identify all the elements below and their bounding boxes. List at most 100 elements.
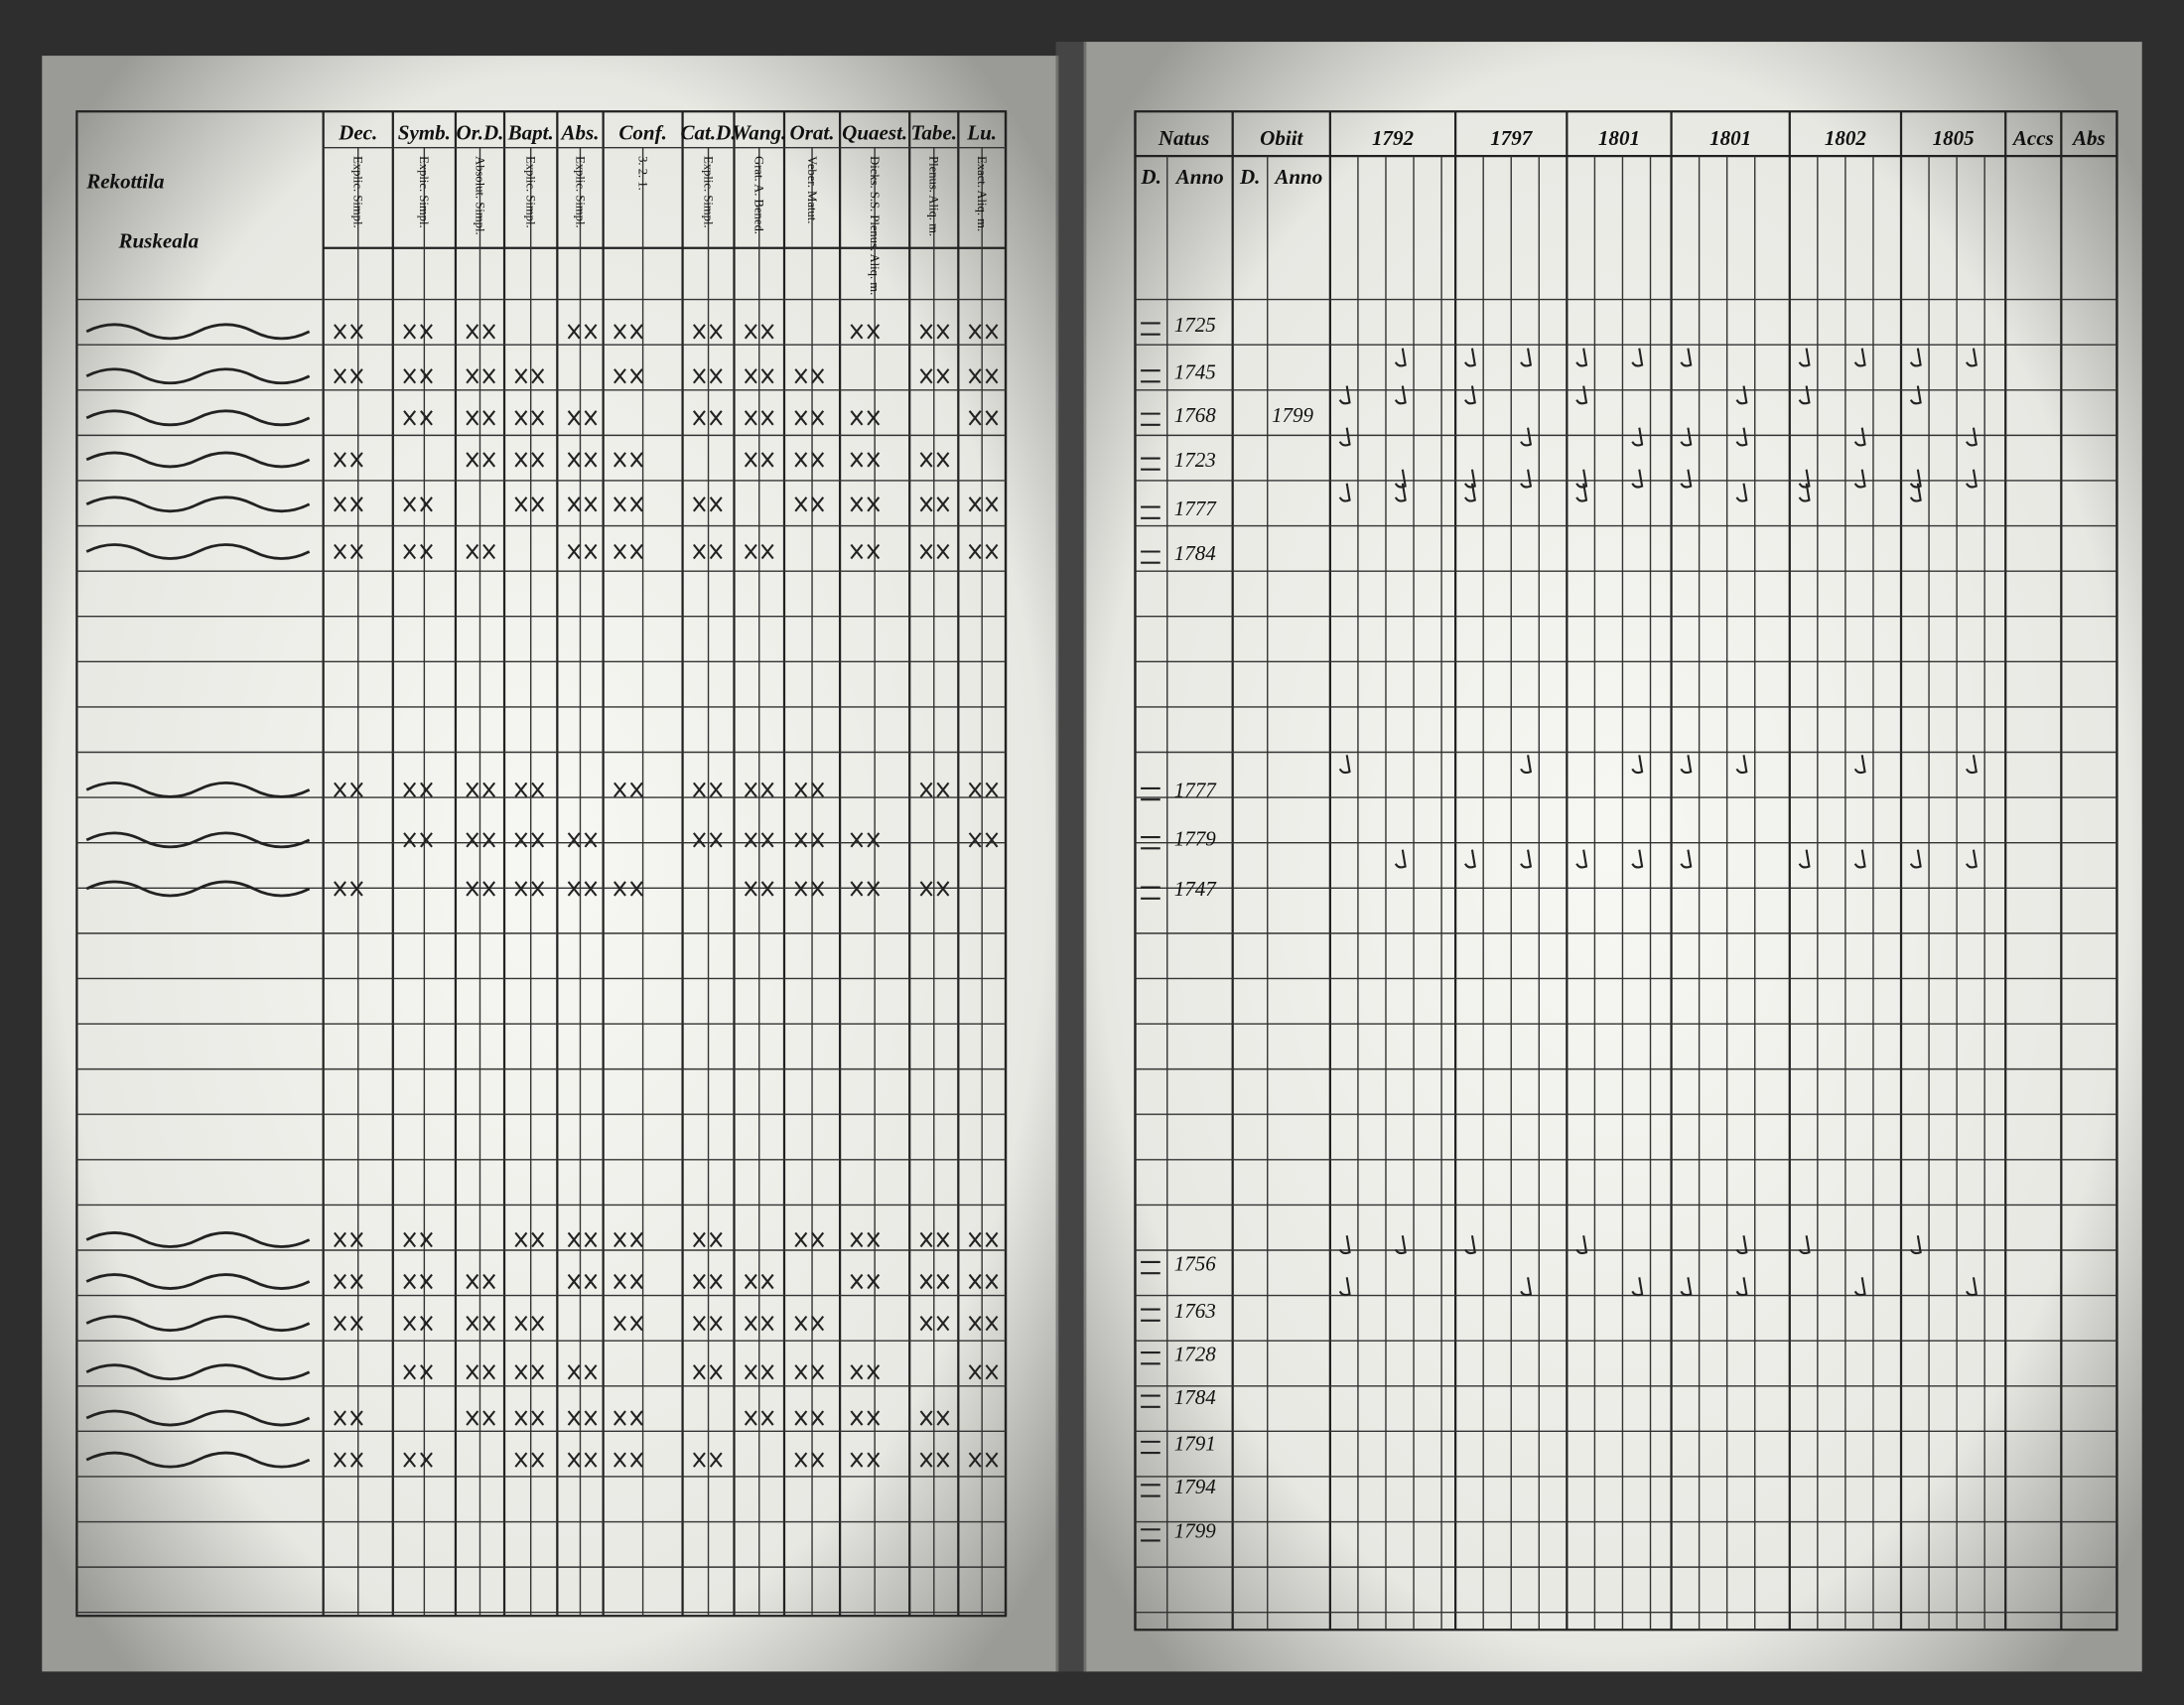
x-mark	[794, 832, 825, 848]
gutter	[1055, 42, 1087, 1672]
tick-mark	[1394, 1235, 1407, 1255]
column-subheader: D.	[1140, 165, 1160, 189]
x-mark	[968, 1452, 999, 1468]
x-mark	[466, 832, 496, 848]
column-subheader: Explic. Simpl.	[523, 156, 537, 228]
x-mark	[334, 881, 363, 897]
x-mark	[919, 881, 950, 897]
tick-mark	[1338, 427, 1351, 447]
column-subheader: Plenus. Aliq. m.	[927, 156, 941, 236]
birth-year: 1756	[1174, 1251, 1217, 1275]
x-mark	[794, 497, 825, 512]
x-mark	[919, 543, 950, 560]
x-mark	[919, 497, 950, 512]
x-mark	[403, 1364, 433, 1380]
day-scribble	[1141, 1308, 1160, 1322]
x-mark	[466, 1315, 496, 1332]
column-header: Obiit	[1260, 126, 1303, 150]
name-scribble	[85, 1451, 311, 1469]
x-mark	[403, 368, 433, 384]
x-mark	[692, 497, 723, 512]
tick-mark	[1853, 348, 1866, 367]
x-mark	[850, 1231, 881, 1248]
tick-mark	[1464, 483, 1476, 502]
tick-mark	[1909, 1235, 1922, 1255]
column-subheader: Explic. Simpl.	[417, 156, 431, 228]
birth-year: 1794	[1174, 1475, 1217, 1498]
x-mark	[334, 452, 363, 468]
x-mark	[514, 410, 545, 426]
tick-mark	[1520, 1277, 1533, 1297]
tick-mark	[1853, 427, 1866, 447]
birth-year: 1784	[1174, 1385, 1217, 1409]
tick-mark	[1338, 1235, 1351, 1255]
day-scribble	[1141, 1394, 1160, 1408]
x-mark	[334, 781, 363, 798]
name-scribble	[85, 1273, 311, 1290]
x-mark	[692, 410, 723, 426]
column-header: Natus	[1158, 126, 1209, 150]
tick-mark	[1680, 1277, 1693, 1297]
name-scribble	[85, 543, 311, 560]
column-header: Abs.	[559, 120, 599, 144]
column-header: 1801	[1709, 126, 1751, 150]
x-mark	[403, 781, 433, 798]
x-mark	[919, 1452, 950, 1468]
x-mark	[692, 781, 723, 798]
x-mark	[692, 1364, 723, 1380]
x-mark	[794, 1410, 825, 1426]
x-mark	[850, 1452, 881, 1468]
tick-mark	[1966, 427, 1978, 447]
x-mark	[334, 1410, 363, 1426]
x-mark	[403, 410, 433, 426]
x-mark	[919, 1231, 950, 1248]
column-subheader: D.	[1239, 165, 1260, 189]
x-mark	[919, 781, 950, 798]
x-mark	[919, 1410, 950, 1426]
x-mark	[850, 1273, 881, 1290]
tick-mark	[1909, 348, 1922, 367]
day-scribble	[1141, 505, 1160, 519]
column-subheader: Explic. Simpl.	[351, 156, 365, 228]
birth-year: 1784	[1174, 541, 1217, 565]
name-scribble	[85, 1409, 311, 1427]
x-mark	[794, 881, 825, 897]
left-table: Rekottila Ruskeala Dec. Explic. Simpl. Symb.…	[75, 110, 1008, 1618]
x-mark	[744, 368, 774, 384]
tick-mark	[1394, 348, 1407, 367]
tick-mark	[1735, 427, 1748, 447]
x-mark	[919, 1315, 950, 1332]
tick-mark	[1394, 469, 1407, 489]
x-mark	[466, 1273, 496, 1290]
tick-mark	[1680, 427, 1693, 447]
column-header: Lu.	[966, 120, 997, 144]
x-mark	[466, 543, 496, 560]
tick-mark	[1631, 348, 1644, 367]
x-mark	[334, 368, 363, 384]
x-mark	[614, 1410, 643, 1426]
tick-mark	[1464, 348, 1476, 367]
column-subheader: Explic. Simpl.	[701, 156, 715, 228]
x-mark	[334, 324, 363, 340]
x-mark	[334, 543, 363, 560]
x-mark	[466, 1364, 496, 1380]
x-mark	[850, 1364, 881, 1380]
x-mark	[794, 1315, 825, 1332]
name-scribble	[85, 831, 311, 849]
column-header: Quaest.	[842, 120, 907, 144]
x-mark	[968, 781, 999, 798]
tick-mark	[1520, 469, 1533, 489]
name-scribble	[85, 1315, 311, 1333]
x-mark	[692, 832, 723, 848]
x-mark	[514, 497, 545, 512]
x-mark	[614, 452, 643, 468]
column-subheader: Veber. Matut.	[805, 156, 819, 223]
x-mark	[850, 881, 881, 897]
tick-mark	[1575, 469, 1588, 489]
column-header: Bapt.	[507, 120, 554, 144]
tick-mark	[1338, 385, 1351, 405]
x-mark	[466, 410, 496, 426]
x-mark	[567, 543, 598, 560]
left-page	[42, 56, 1059, 1672]
